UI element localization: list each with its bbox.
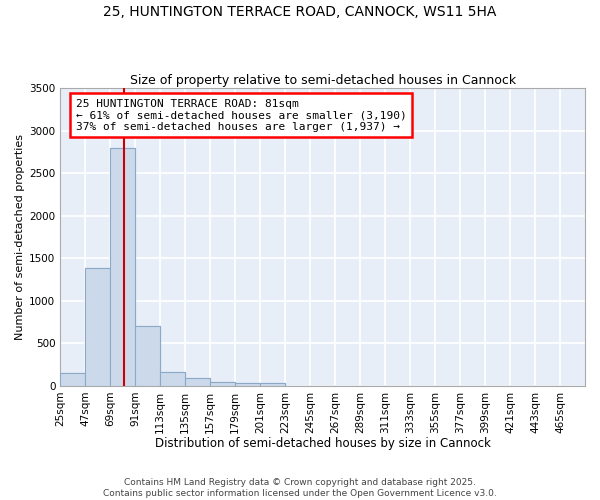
Bar xyxy=(185,378,210,386)
Bar xyxy=(85,268,110,386)
Text: 25, HUNTINGTON TERRACE ROAD, CANNOCK, WS11 5HA: 25, HUNTINGTON TERRACE ROAD, CANNOCK, WS… xyxy=(103,5,497,19)
Text: Contains HM Land Registry data © Crown copyright and database right 2025.
Contai: Contains HM Land Registry data © Crown c… xyxy=(103,478,497,498)
Bar xyxy=(185,378,210,386)
Bar xyxy=(110,148,135,386)
Bar xyxy=(210,382,235,386)
Y-axis label: Number of semi-detached properties: Number of semi-detached properties xyxy=(15,134,25,340)
Bar xyxy=(260,384,285,386)
Bar xyxy=(210,382,235,386)
Bar xyxy=(110,148,135,386)
Bar xyxy=(135,326,160,386)
Text: 25 HUNTINGTON TERRACE ROAD: 81sqm
← 61% of semi-detached houses are smaller (3,1: 25 HUNTINGTON TERRACE ROAD: 81sqm ← 61% … xyxy=(76,98,407,132)
Bar xyxy=(160,372,185,386)
Bar xyxy=(260,384,285,386)
Bar xyxy=(135,326,160,386)
Title: Size of property relative to semi-detached houses in Cannock: Size of property relative to semi-detach… xyxy=(130,74,516,87)
Bar xyxy=(235,384,260,386)
Bar xyxy=(235,384,260,386)
Bar xyxy=(85,268,110,386)
X-axis label: Distribution of semi-detached houses by size in Cannock: Distribution of semi-detached houses by … xyxy=(155,437,491,450)
Bar xyxy=(160,372,185,386)
Bar xyxy=(60,373,85,386)
Bar xyxy=(60,373,85,386)
